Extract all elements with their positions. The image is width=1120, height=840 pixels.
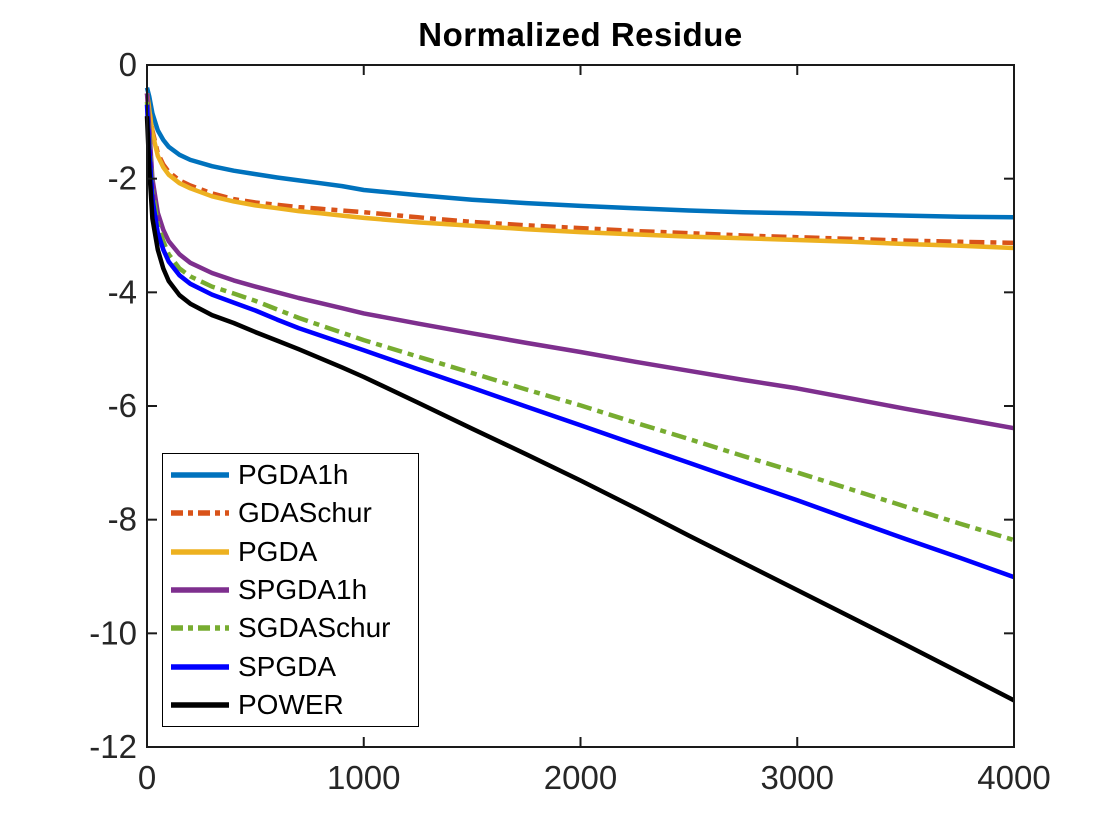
legend-label-SPGDA1h: SPGDA1h bbox=[238, 573, 368, 605]
legend-item-PGDA: PGDA bbox=[171, 533, 418, 571]
legend-label-POWER: POWER bbox=[238, 688, 344, 720]
x-tick-label: 1000 bbox=[327, 759, 400, 796]
y-tick-label: -6 bbox=[108, 387, 137, 424]
y-tick-label: -2 bbox=[108, 160, 137, 197]
legend-swatch-SGDASchur bbox=[171, 625, 229, 632]
series-line-PGDA bbox=[144, 93, 1015, 251]
series-line-POWER bbox=[144, 116, 1016, 703]
legend-item-GDASchur: GDASchur bbox=[171, 494, 418, 532]
legend-item-SPGDA: SPGDA bbox=[171, 648, 418, 686]
legend-swatch-PGDA bbox=[171, 548, 229, 555]
legend-label-PGDA: PGDA bbox=[238, 535, 318, 567]
x-tick-label: 2000 bbox=[544, 759, 617, 796]
legend-swatch-SPGDA bbox=[171, 663, 229, 670]
legend-swatch-SPGDA1h bbox=[171, 587, 229, 593]
legend-swatch-PGDA1h bbox=[171, 472, 229, 478]
x-tick-label: 3000 bbox=[761, 759, 834, 796]
legend-label-GDASchur: GDASchur bbox=[238, 497, 372, 529]
legend-item-PGDA1h: PGDA1h bbox=[171, 456, 418, 494]
legend-label-PGDA1h: PGDA1h bbox=[238, 459, 349, 491]
legend-item-POWER: POWER bbox=[171, 686, 418, 724]
y-tick-label: -12 bbox=[89, 728, 137, 765]
legend-item-SPGDA1h: SPGDA1h bbox=[171, 571, 418, 609]
legend-swatch-POWER bbox=[171, 702, 229, 708]
series-line-GDASchur bbox=[144, 93, 1015, 246]
series-line-SPGDA bbox=[144, 104, 1015, 580]
legend-label-SPGDA: SPGDA bbox=[238, 650, 337, 682]
y-tick-label: 0 bbox=[119, 46, 137, 83]
legend-swatch-GDASchur bbox=[171, 510, 229, 517]
chart-title: Normalized Residue bbox=[418, 16, 743, 53]
series-line-SGDASchur bbox=[144, 101, 1015, 543]
x-tick-label: 0 bbox=[138, 759, 156, 796]
series-line-SPGDA1h bbox=[144, 93, 1015, 431]
y-tick-label: -8 bbox=[108, 501, 137, 538]
x-tick-label: 4000 bbox=[977, 759, 1050, 796]
y-tick-label: -10 bbox=[89, 614, 137, 651]
y-tick-label: -4 bbox=[108, 273, 137, 310]
legend-label-SGDASchur: SGDASchur bbox=[238, 612, 391, 644]
legend-item-SGDASchur: SGDASchur bbox=[171, 609, 418, 647]
series-line-PGDA1h bbox=[144, 87, 1015, 220]
legend: PGDA1h GDASchur PGDA SPGDA1h SGDASchur SPGDA P… bbox=[162, 453, 419, 727]
